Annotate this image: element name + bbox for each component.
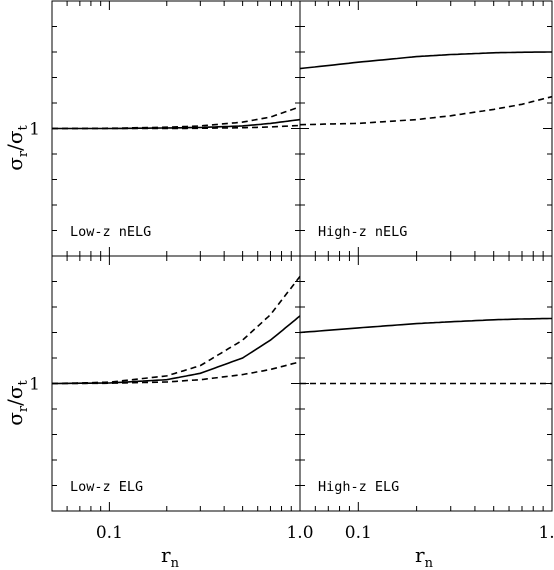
y-axis-label-sub-r: r (16, 150, 31, 157)
series-line-solid-0 (299, 51, 552, 70)
panel-label: Low-z nELG (70, 224, 151, 240)
panel-label: High-z nELG (318, 224, 407, 240)
panel-0: 1 Low-z nELG (29, 0, 301, 257)
x-tick-label: 0.1 (345, 523, 372, 543)
y-axis-label-sub-r: r (16, 405, 31, 412)
series-line-solid-1 (52, 315, 301, 385)
y-tick-label: 1 (29, 375, 40, 395)
x-axis-label-r: r (415, 543, 425, 567)
y-axis-label-sigma-2: σ (3, 130, 27, 144)
x-axis-label-sub-n: n (425, 556, 434, 570)
series-line-dashed-0 (51, 275, 301, 385)
panel-label: Low-z ELG (70, 479, 143, 495)
y-axis-label-top: σr/σt (3, 124, 31, 170)
panel-label: High-z ELG (318, 479, 399, 495)
panel-1: High-z nELG (299, 0, 553, 257)
x-tick-label: 1.0 (286, 523, 313, 543)
y-axis-label-sigma: σ (3, 412, 27, 426)
y-axis-label-sub-t: t (16, 124, 31, 130)
panel-3: 0.1 1.0 High-z ELG (299, 255, 554, 543)
y-axis-label-sigma: σ (3, 157, 27, 171)
svg-text:σr/σt: σr/σt (3, 124, 31, 170)
series-line-dashed-0 (52, 106, 301, 130)
panel-frame (299, 0, 553, 257)
y-axis-label-slash: / (3, 399, 27, 406)
svg-text:σr/σt: σr/σt (3, 379, 31, 425)
series-line-solid-0 (299, 317, 552, 334)
y-axis-label-sub-t: t (16, 379, 31, 385)
series-line-dashed-1 (299, 95, 553, 126)
panel-2: 1 0.1 1.0 Low-z ELG (29, 255, 314, 543)
x-axis-label-right: rn (415, 543, 434, 570)
y-axis-label-sigma-2: σ (3, 385, 27, 399)
y-axis-label-slash: / (3, 144, 27, 151)
panels: 1 Low-z nELG High-z nELG 1 0.1 1.0 Low-z ELG 0.… (29, 0, 554, 543)
x-tick-label: 1.0 (538, 523, 554, 543)
x-axis-label-sub-n: n (171, 556, 180, 570)
y-axis-label-bottom: σr/σt (3, 379, 31, 425)
y-tick-label: 1 (29, 120, 40, 140)
x-tick-label: 0.1 (96, 523, 123, 543)
x-axis-label-r: r (161, 543, 171, 567)
series-line-solid-1 (52, 118, 301, 130)
x-axis-label-left: rn (161, 543, 180, 570)
